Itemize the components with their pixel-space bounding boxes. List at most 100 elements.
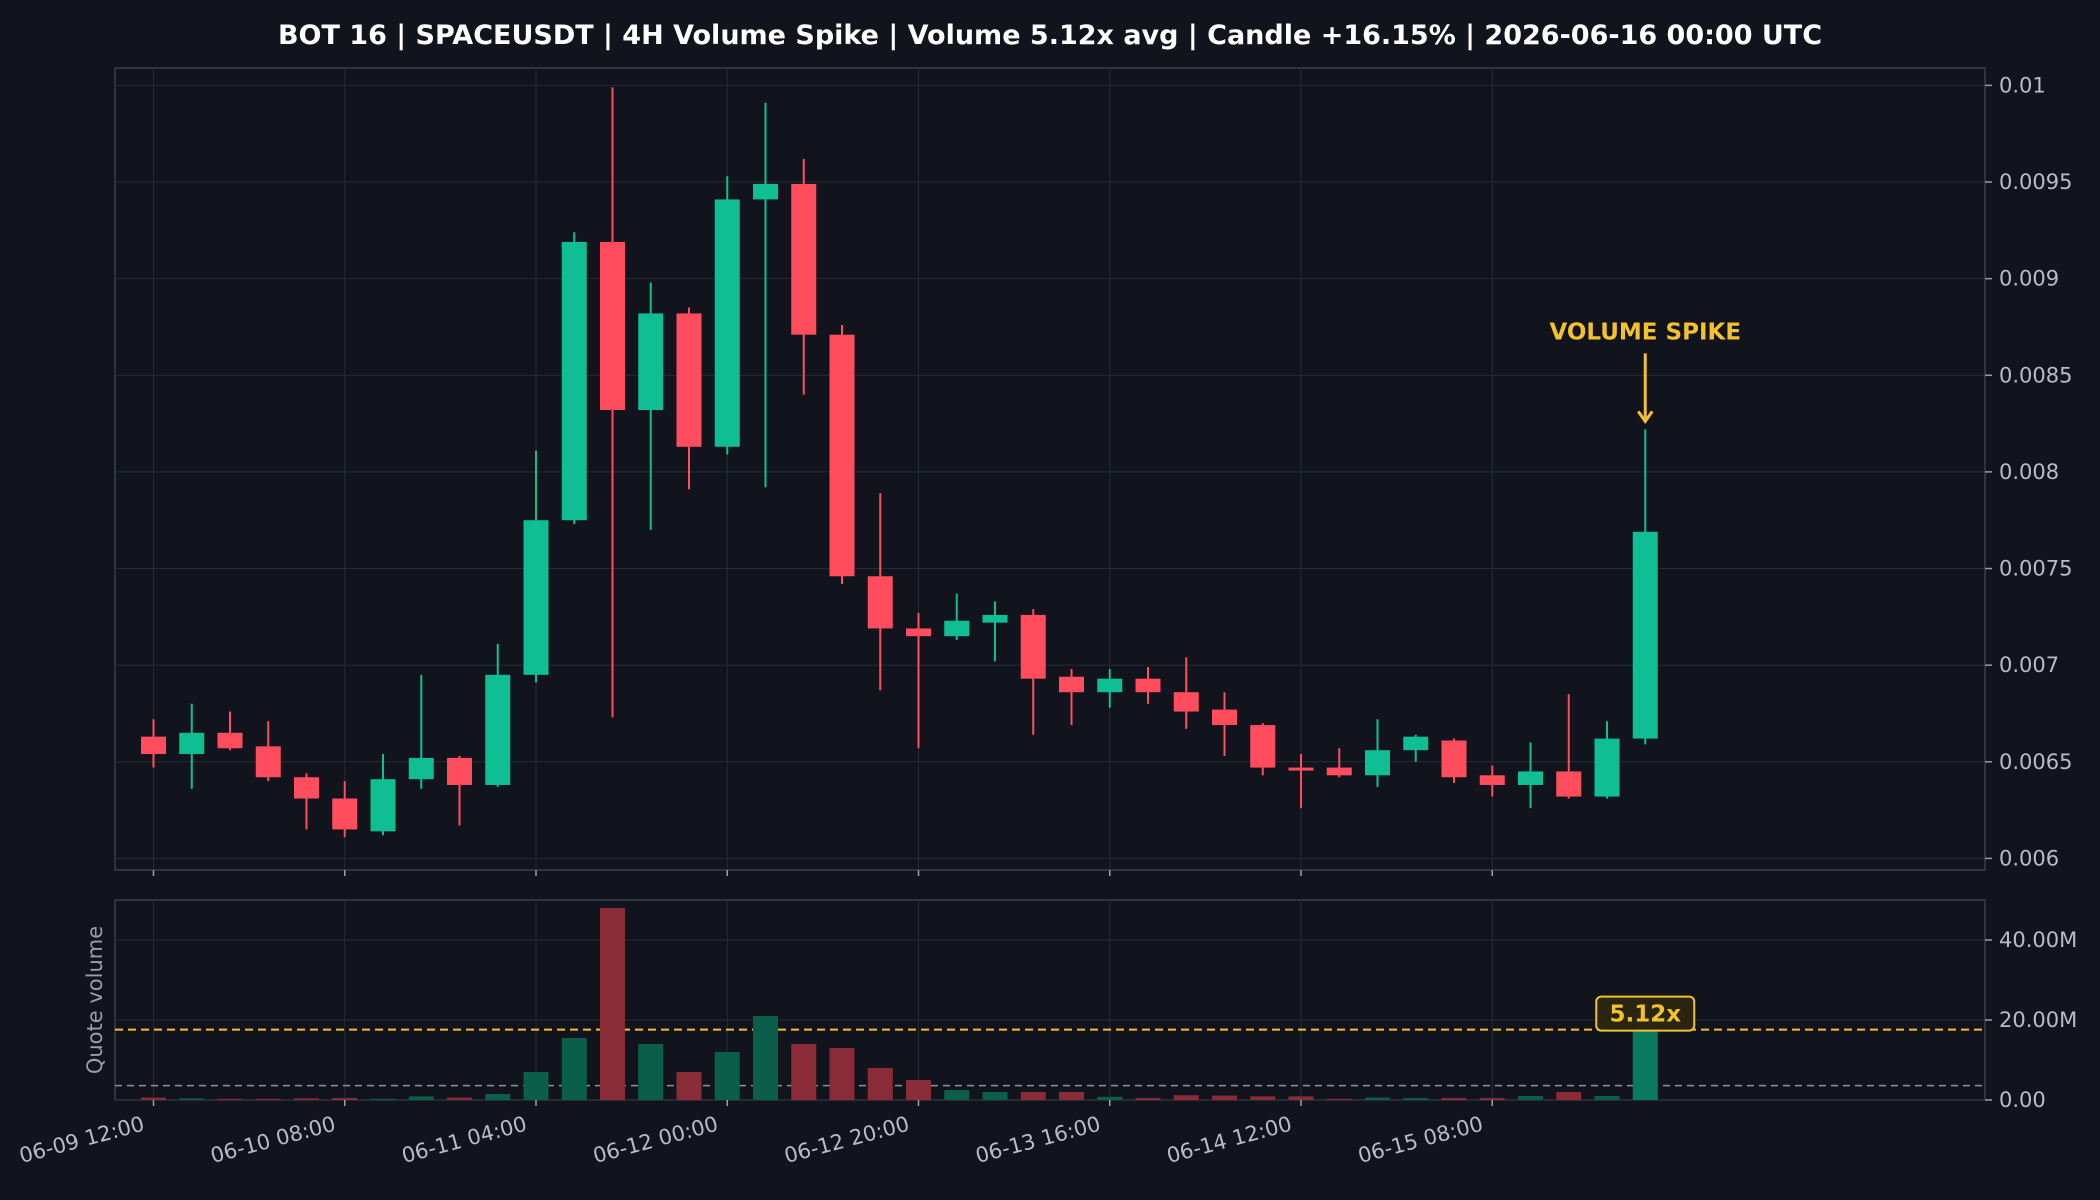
volume-bar <box>944 1090 970 1100</box>
candle-body <box>867 576 893 629</box>
time-tick-label: 06-12 20:00 <box>782 1112 912 1168</box>
candle-body <box>1288 767 1314 771</box>
candle-body <box>1479 775 1505 785</box>
candle-body <box>1173 692 1199 712</box>
ratio-badge-text: 5.12x <box>1609 1002 1681 1028</box>
price-tick-label: 0.0095 <box>1999 170 2072 194</box>
chart-title: BOT 16 | SPACEUSDT | 4H Volume Spike | V… <box>278 20 1822 51</box>
candle-body <box>1020 614 1046 679</box>
candle-body <box>829 334 855 577</box>
volume-bar <box>1250 1096 1276 1100</box>
candle-body <box>1059 676 1084 693</box>
volume-bar <box>1479 1098 1505 1100</box>
volume-bar <box>829 1048 855 1100</box>
volume-bar <box>370 1098 396 1100</box>
time-tick-label: 06-13 16:00 <box>973 1112 1103 1168</box>
candle-body <box>523 520 549 675</box>
volume-bar <box>294 1098 319 1100</box>
price-panel-frame <box>114 67 1986 871</box>
candle-body <box>217 732 243 749</box>
volume-bar <box>1020 1092 1046 1100</box>
volume-bar <box>1632 1029 1658 1100</box>
volume-bar <box>447 1097 472 1100</box>
candle-body <box>141 736 166 755</box>
volume-bar <box>676 1072 702 1100</box>
price-tick-label: 0.009 <box>1999 267 2059 291</box>
time-tick-label: 06-10 08:00 <box>208 1112 338 1168</box>
volume-bar <box>332 1098 358 1100</box>
candle-body <box>255 746 281 778</box>
price-tick-label: 0.007 <box>1999 653 2059 677</box>
candle-body <box>638 313 664 411</box>
volume-panel-frame <box>114 899 1986 1101</box>
candle-body <box>1326 767 1352 776</box>
candle-body <box>982 614 1008 623</box>
volume-bar <box>1173 1095 1199 1100</box>
candle-body <box>179 732 205 755</box>
candle-body <box>1518 771 1543 785</box>
volume-bar <box>1518 1096 1543 1100</box>
volume-bar <box>1556 1092 1582 1100</box>
candle-body <box>676 313 702 447</box>
volume-bar <box>1135 1098 1161 1100</box>
volume-spike-label: VOLUME SPIKE <box>1549 319 1741 345</box>
candlesticks <box>141 87 1658 838</box>
price-tick-label: 0.01 <box>1999 73 2046 97</box>
volume-tick-label: 0.00 <box>1999 1088 2046 1112</box>
candle-body <box>753 183 778 200</box>
volume-bar <box>141 1097 166 1100</box>
volume-bar <box>1594 1096 1620 1100</box>
candle-body <box>1556 771 1582 797</box>
volume-bar <box>867 1068 893 1100</box>
candle-body <box>485 674 511 785</box>
price-axis: 0.006 0.0065 0.007 0.0075 0.008 0.0085 0.009 0.… <box>1985 73 2072 870</box>
volume-tick-label: 40.00M <box>1999 928 2077 952</box>
candle-body <box>1250 725 1276 768</box>
volume-tick-label: 20.00M <box>1999 1008 2077 1032</box>
candle-body <box>1632 531 1658 739</box>
volume-bar <box>217 1098 243 1100</box>
candle-body <box>1097 678 1123 693</box>
volume-bar <box>1365 1097 1390 1100</box>
candle-body <box>714 199 740 447</box>
price-tick-label: 0.0065 <box>1999 750 2072 774</box>
candle-body <box>332 798 358 830</box>
volume-bars <box>141 908 1658 1100</box>
price-tick-label: 0.006 <box>1999 846 2059 870</box>
volume-bar <box>714 1052 740 1100</box>
volume-bar <box>255 1098 281 1100</box>
candle-body <box>408 757 434 780</box>
candle-body <box>1135 678 1161 693</box>
volume-bar <box>1212 1095 1237 1100</box>
volume-bar <box>1059 1092 1084 1100</box>
price-grid <box>115 68 1985 870</box>
volume-axis: 0.00 20.00M 40.00M <box>1985 928 2077 1112</box>
price-tick-label: 0.0085 <box>1999 363 2072 387</box>
candle-body <box>906 628 931 637</box>
volume-bar <box>408 1096 434 1100</box>
volume-ratio-badge: 5.12x <box>1595 995 1696 1032</box>
time-tick-label: 06-11 04:00 <box>399 1112 529 1168</box>
candle-body <box>1594 738 1620 797</box>
time-tick-label: 06-14 12:00 <box>1164 1112 1294 1168</box>
candle-body <box>944 620 970 637</box>
volume-bar <box>1288 1096 1314 1100</box>
time-tick-label: 06-09 12:00 <box>17 1112 147 1168</box>
volume-reference-lines <box>115 1028 1985 1087</box>
volume-bar <box>753 1016 778 1100</box>
candle-body <box>1441 740 1467 778</box>
candle-body <box>294 777 319 799</box>
volume-bar <box>600 908 625 1100</box>
volume-axis-label: Quote volume <box>83 926 107 1074</box>
ratio-badge-box <box>1595 995 1696 1032</box>
price-tick-label: 0.008 <box>1999 460 2059 484</box>
candle-body <box>370 779 396 832</box>
volume-bar <box>638 1044 664 1100</box>
volume-bar <box>1326 1098 1352 1100</box>
volume-bar <box>1097 1096 1123 1100</box>
candle-body <box>561 241 587 521</box>
volume-bar <box>1403 1098 1429 1100</box>
candle-body <box>1365 750 1390 776</box>
time-tick-label: 06-12 00:00 <box>590 1112 720 1168</box>
